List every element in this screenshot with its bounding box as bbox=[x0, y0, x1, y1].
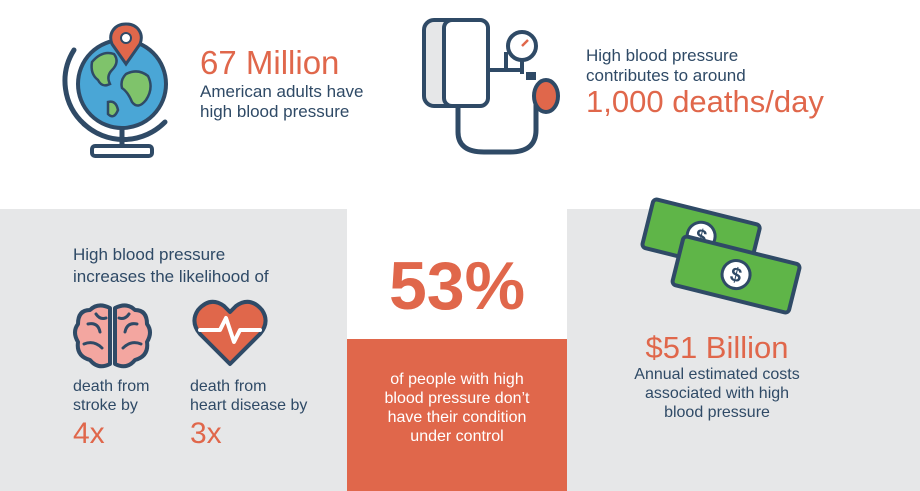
uncontrolled-percent: 53% bbox=[388, 248, 526, 324]
cost-amount: $51 Billion bbox=[645, 330, 789, 365]
blood-pressure-cuff-icon bbox=[414, 12, 564, 162]
brain-icon bbox=[70, 300, 155, 372]
adults-description: American adults have high blood pressure bbox=[200, 82, 364, 121]
uncontrolled-description: of people with high blood pressure don’t… bbox=[384, 371, 530, 445]
heart-pulse-icon bbox=[190, 296, 270, 368]
location-pin-icon bbox=[109, 22, 143, 67]
control-panel bbox=[347, 339, 567, 491]
adults-count: 67 Million bbox=[200, 44, 340, 81]
heart-disease-description: death from heart disease by bbox=[190, 378, 308, 414]
deaths-description: High blood pressure contributes to aroun… bbox=[586, 46, 746, 85]
money-bills-icon: $ $ bbox=[636, 196, 806, 316]
stroke-description: death from stroke by bbox=[73, 378, 150, 414]
svg-text:$: $ bbox=[728, 264, 744, 288]
cost-description: Annual estimated costs associated with h… bbox=[634, 366, 800, 421]
globe-icon bbox=[62, 14, 177, 164]
stroke-multiplier: 4x bbox=[73, 417, 105, 450]
likelihood-heading: High blood pressure increases the likeli… bbox=[73, 245, 269, 286]
likelihood-panel bbox=[0, 209, 347, 491]
deaths-count: 1,000 deaths/day bbox=[586, 84, 824, 119]
percent-panel bbox=[347, 209, 567, 339]
heart-disease-multiplier: 3x bbox=[190, 417, 222, 450]
